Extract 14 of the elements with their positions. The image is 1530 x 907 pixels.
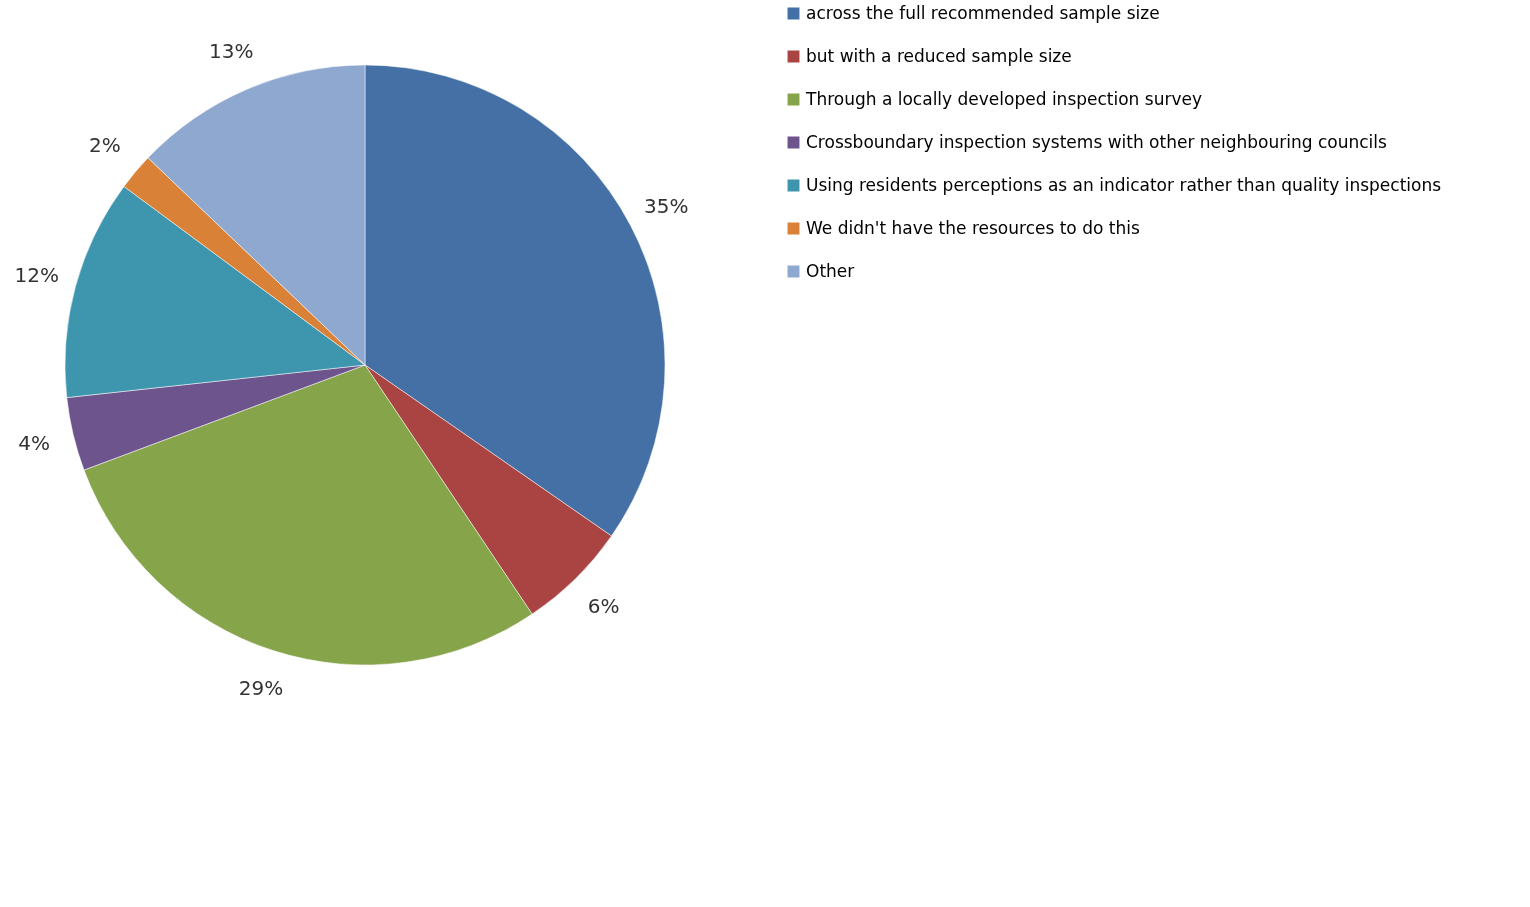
data-label: 29% <box>238 675 284 700</box>
legend-label: but with a reduced sample size <box>806 45 1072 66</box>
legend-label: Crossboundary inspection systems with other neighbouring councils <box>806 131 1388 152</box>
data-label: 35% <box>644 194 689 219</box>
data-label: 2% <box>89 133 121 157</box>
legend-label: Using residents perceptions as an indicator rather than quality inspections <box>806 174 1442 195</box>
legend-label: We didn't have the resources to do this <box>806 217 1140 238</box>
data-label: 6% <box>587 594 620 619</box>
data-label: 13% <box>209 39 254 64</box>
data-label: 4% <box>18 430 51 455</box>
data-label: 12% <box>14 263 60 288</box>
legend-label: Other <box>806 260 855 281</box>
legend-label: Through a locally developed inspection survey <box>805 88 1202 109</box>
legend-label: across the full recommended sample size <box>806 2 1160 23</box>
